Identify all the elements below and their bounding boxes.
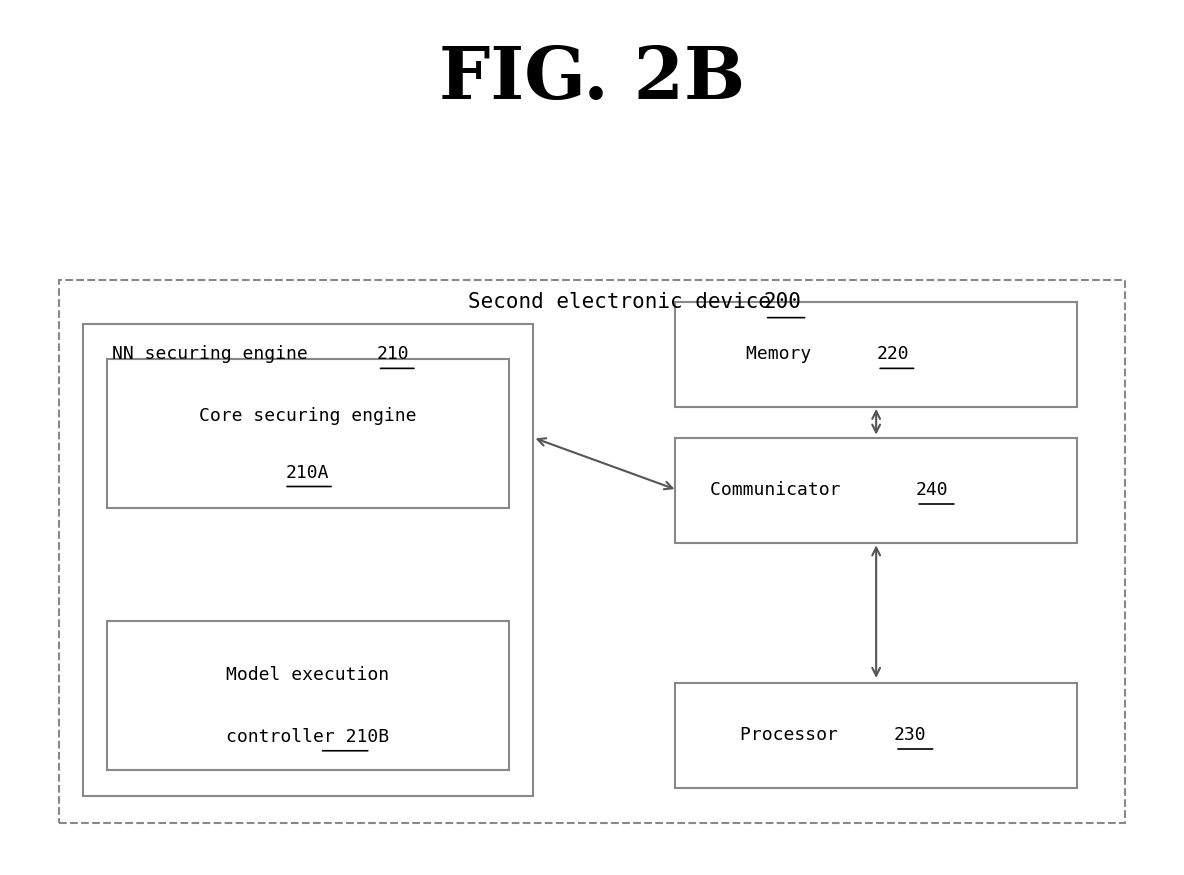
Text: Core securing engine: Core securing engine [199,407,417,424]
Text: FIG. 2B: FIG. 2B [439,43,745,115]
Text: 200: 200 [764,292,802,311]
Text: Model execution: Model execution [226,667,390,684]
FancyBboxPatch shape [83,324,533,796]
FancyBboxPatch shape [59,280,1125,822]
FancyBboxPatch shape [675,438,1077,542]
FancyBboxPatch shape [107,359,509,508]
Text: Processor: Processor [740,726,849,744]
FancyBboxPatch shape [107,621,509,770]
Text: 230: 230 [894,726,927,744]
Text: Communicator: Communicator [710,481,851,499]
Text: Memory: Memory [746,346,822,363]
Text: 220: 220 [876,346,909,363]
Text: NN securing engine: NN securing engine [112,346,320,363]
Text: 210A: 210A [287,464,329,481]
FancyBboxPatch shape [675,302,1077,407]
Text: 240: 240 [915,481,948,499]
FancyBboxPatch shape [675,682,1077,788]
Text: 210: 210 [377,346,410,363]
Text: controller 210B: controller 210B [226,728,390,746]
Text: Second electronic device: Second electronic device [468,292,784,311]
